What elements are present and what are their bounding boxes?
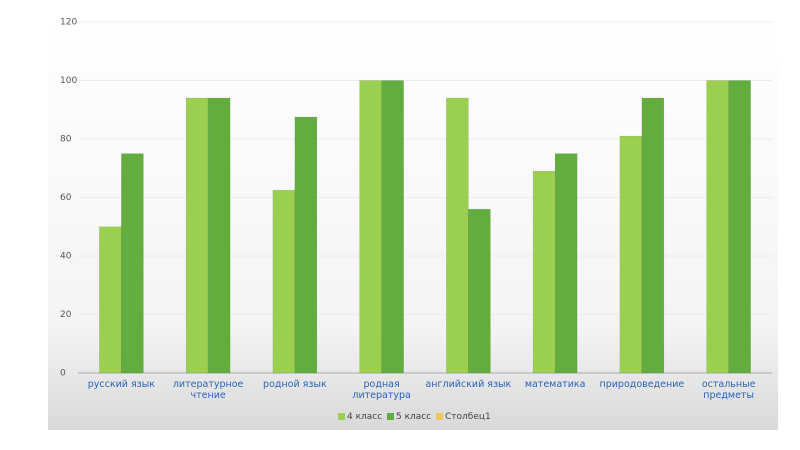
x-tick-label: родная литература [352, 379, 411, 401]
bar [554, 153, 578, 374]
bar [294, 116, 318, 374]
y-tick-label: 80 [60, 135, 72, 145]
bar [641, 97, 665, 374]
x-tick-label: родной язык [263, 379, 327, 390]
y-tick-label: 20 [60, 310, 72, 320]
bar [728, 80, 751, 374]
bar [381, 80, 404, 374]
legend-swatch [387, 413, 394, 420]
legend-label: Столбец1 [445, 412, 491, 422]
y-tick-label: 40 [60, 252, 72, 262]
y-tick-label: 0 [60, 369, 66, 379]
legend-label: 5 класс [396, 412, 432, 422]
bar [359, 80, 382, 374]
legend-item: Столбец1 [436, 412, 491, 422]
y-tick-label: 60 [60, 193, 72, 203]
legend-swatch [436, 413, 443, 420]
x-tick-label: остальные предметы [701, 379, 756, 401]
chart-background [48, 12, 778, 430]
bar [706, 80, 729, 374]
bar [619, 135, 643, 374]
x-tick-label: математика [524, 379, 586, 390]
legend-item: 5 класс [387, 412, 431, 422]
x-tick-label: русский язык [87, 379, 155, 390]
bar [99, 226, 122, 374]
bar [185, 97, 209, 374]
x-tick-label: литературное чтение [172, 379, 244, 401]
bar [121, 153, 144, 374]
y-tick-label: 120 [60, 18, 77, 28]
y-tick-label: 100 [60, 76, 77, 86]
x-tick-label: английский язык [425, 379, 512, 390]
bar [446, 97, 469, 374]
bar [207, 97, 231, 374]
x-tick-label: природоведение [599, 379, 685, 390]
bar [272, 189, 296, 374]
legend-label: 4 класс [347, 412, 383, 422]
bar [468, 208, 491, 374]
legend-swatch [338, 413, 345, 420]
bar [532, 170, 556, 374]
legend-item: 4 класс [338, 412, 382, 422]
